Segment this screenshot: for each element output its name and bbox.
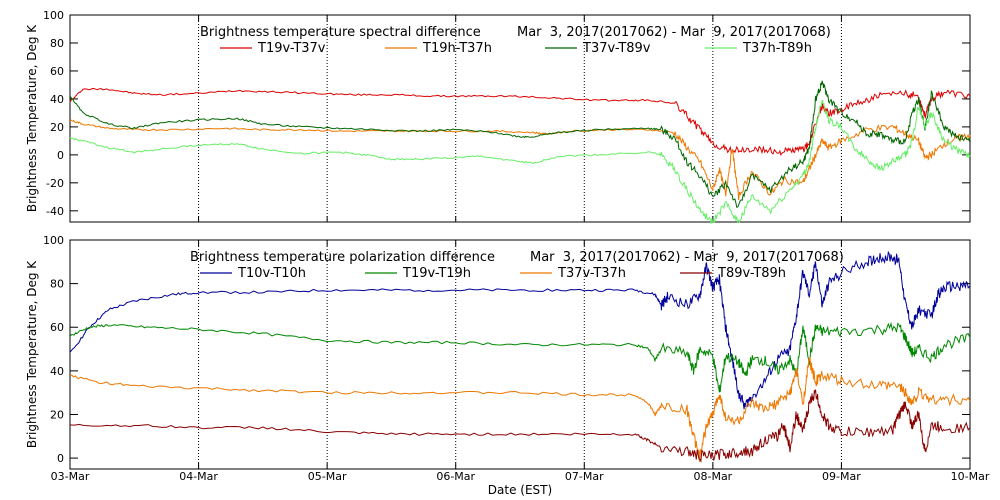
top-plot-title: Brightness temperature spectral differen…: [200, 25, 481, 40]
bottom-series-line-1: [69, 250, 971, 410]
x-tick-label: 04-Mar: [179, 470, 218, 483]
bottom-legend-label: T19v-T19h: [402, 266, 471, 281]
bottom-legend-label: T89v-T89h: [717, 266, 786, 281]
bottom-legend: T10v-T10h T19v-T19h T37v-T37h T89v-T89h: [200, 266, 786, 281]
top-series-line-2: [69, 119, 971, 201]
spectral-difference-panel: -40 -20 0 20 40 60 80 100 Brightness temperatur…: [25, 9, 971, 224]
bottom-plot-frame: [69, 239, 971, 470]
top-series: [69, 80, 971, 224]
top-legend-label: T19h-T37h: [422, 41, 492, 56]
top-y-tick-label: 0: [57, 149, 64, 162]
top-series-line-4: [69, 99, 971, 224]
top-y-tick-label: 100: [43, 9, 64, 22]
x-tick-label: 03-Mar: [51, 470, 90, 483]
x-tick-label: 10-Mar: [951, 470, 990, 483]
x-tick-label: 09-Mar: [822, 470, 861, 483]
top-y-tick-label: -20: [46, 177, 64, 190]
top-y-axis-label: Brightness Temperature, Deg K: [25, 24, 39, 212]
polarization-difference-panel: 0 20 40 60 80 100 Brightness temperature pola…: [25, 234, 971, 470]
bottom-x-ticks: [69, 240, 971, 469]
bottom-y-tick-label: 20: [50, 408, 64, 421]
bottom-y-ticks: 0 20 40 60 80 100: [43, 234, 970, 465]
bottom-series-line-2: [69, 321, 971, 393]
bottom-grid: [198, 240, 842, 469]
top-legend: T19v-T37v T19h-T37h T37v-T89v T37h-T89h: [220, 41, 812, 56]
bottom-plot-title: Brightness temperature polarization diff…: [190, 250, 495, 265]
bottom-series: [69, 250, 971, 463]
top-legend-label: T37h-T89h: [742, 41, 812, 56]
bottom-y-tick-label: 100: [43, 234, 64, 247]
top-y-ticks: -40 -20 0 20 40 60 80 100: [43, 9, 970, 218]
x-tick-label: 07-Mar: [565, 470, 604, 483]
top-y-tick-label: 60: [50, 65, 64, 78]
bottom-date-range: Mar 3, 2017(2017062) - Mar 9, 2017(20170…: [530, 250, 844, 265]
x-tick-labels: 03-Mar 04-Mar 05-Mar 06-Mar 07-Mar 08-Mar 09-M…: [51, 470, 990, 483]
top-legend-label: T37v-T89v: [582, 41, 651, 56]
bottom-y-axis-label: Brightness Temperature, Deg K: [25, 260, 39, 448]
bottom-y-tick-label: 0: [57, 452, 64, 465]
x-axis-label: Date (EST): [488, 483, 552, 497]
bottom-series-line-3: [69, 357, 971, 462]
x-tick-label: 08-Mar: [693, 470, 732, 483]
top-series-line-1: [69, 87, 971, 157]
bottom-y-tick-label: 60: [50, 321, 64, 334]
top-y-tick-label: 40: [50, 93, 64, 106]
top-date-range: Mar 3, 2017(2017062) - Mar 9, 2017(20170…: [517, 25, 831, 40]
top-y-tick-label: 80: [50, 37, 64, 50]
x-tick-label: 05-Mar: [308, 470, 347, 483]
bottom-legend-label: T10v-T10h: [237, 266, 306, 281]
x-tick-label: 06-Mar: [436, 470, 475, 483]
bottom-y-tick-label: 80: [50, 278, 64, 291]
top-series-line-3: [69, 80, 971, 208]
bottom-y-tick-label: 40: [50, 365, 64, 378]
top-x-ticks: [69, 15, 971, 222]
top-legend-label: T19v-T37v: [257, 41, 326, 56]
top-plot-frame: [69, 14, 971, 223]
bottom-series-line-4: [69, 388, 971, 463]
top-y-tick-label: -40: [46, 205, 64, 218]
bottom-legend-label: T37v-T37h: [557, 266, 626, 281]
top-y-tick-label: 20: [50, 121, 64, 134]
